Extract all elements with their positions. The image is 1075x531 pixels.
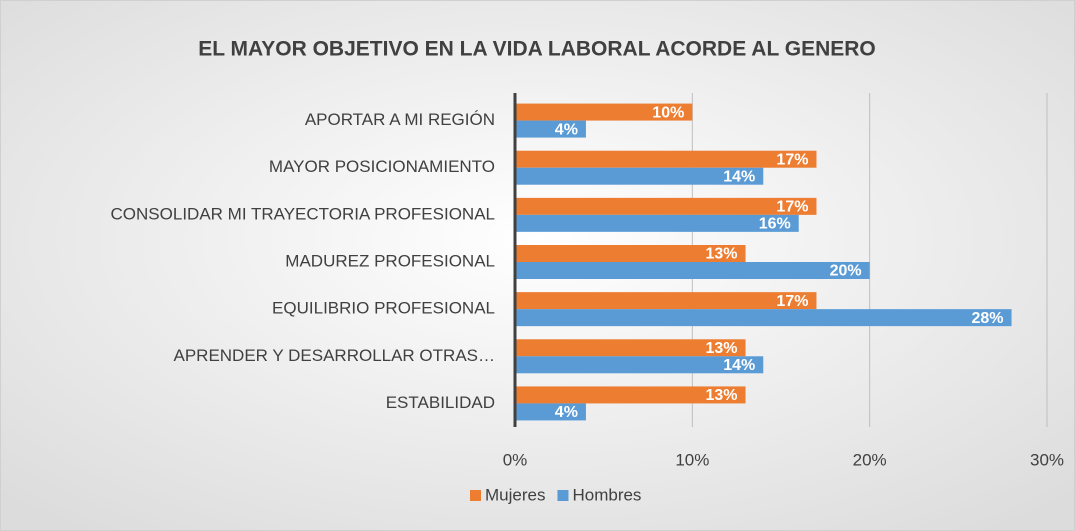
legend-swatch xyxy=(470,490,481,501)
bar xyxy=(515,214,799,232)
bar xyxy=(515,120,586,138)
x-tick-label: 10% xyxy=(675,450,709,469)
legend-swatch xyxy=(557,490,569,501)
data-label: 17% xyxy=(776,199,808,216)
x-tick-label: 30% xyxy=(1030,450,1064,469)
data-label: 28% xyxy=(972,310,1004,327)
bar xyxy=(515,150,817,168)
data-label: 17% xyxy=(776,293,808,310)
data-label: 20% xyxy=(830,263,862,280)
y-tick-label: MAYOR POSICIONAMIENTO xyxy=(269,157,495,176)
data-label: 17% xyxy=(776,151,808,168)
bar xyxy=(515,356,764,374)
data-label: 14% xyxy=(723,357,755,374)
data-label: 14% xyxy=(723,168,755,185)
y-tick-label: ESTABILIDAD xyxy=(386,393,495,412)
bar xyxy=(515,245,746,262)
x-tick-label: 20% xyxy=(853,450,887,469)
chart-title: EL MAYOR OBJETIVO EN LA VIDA LABORAL ACO… xyxy=(198,38,876,61)
y-tick-label: EQUILIBRIO PROFESIONAL xyxy=(272,299,495,318)
y-tick-label: CONSOLIDAR MI TRAYECTORIA PROFESIONAL xyxy=(111,204,495,223)
data-label: 13% xyxy=(706,340,738,357)
legend-label: Hombres xyxy=(572,485,641,504)
data-label: 16% xyxy=(759,216,791,233)
bar xyxy=(515,103,693,121)
bar xyxy=(515,386,746,404)
bar xyxy=(515,262,870,279)
y-tick-label: APRENDER Y DESARROLLAR OTRAS… xyxy=(173,346,495,365)
bar xyxy=(515,309,1012,327)
data-label: 10% xyxy=(652,104,684,121)
data-label: 13% xyxy=(706,246,738,263)
bar xyxy=(515,292,817,310)
bar xyxy=(515,167,764,185)
bar xyxy=(515,339,746,357)
y-tick-label: APORTAR A MI REGIÓN xyxy=(305,110,495,129)
bar xyxy=(515,197,817,215)
data-label: 13% xyxy=(706,387,738,404)
legend-label: Mujeres xyxy=(485,485,545,504)
bar xyxy=(515,403,586,421)
y-tick-label: MADUREZ PROFESIONAL xyxy=(285,251,495,270)
x-tick-label: 0% xyxy=(503,450,528,469)
data-label: 4% xyxy=(555,404,578,421)
data-label: 4% xyxy=(555,121,578,138)
